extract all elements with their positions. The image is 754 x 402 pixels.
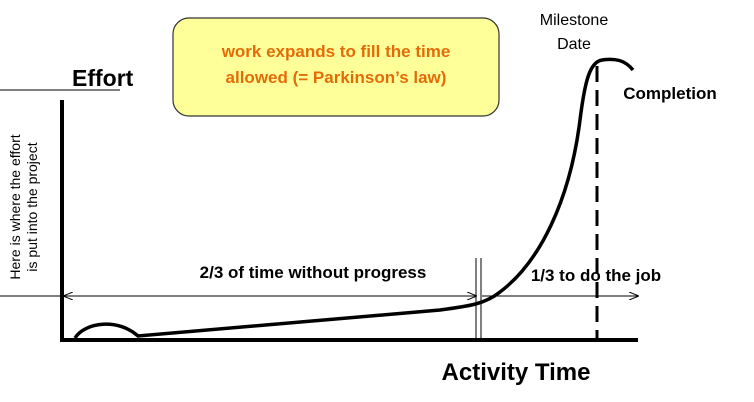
side-note: Here is where the effort is put into the…	[7, 134, 40, 279]
milestone-label: Date	[557, 36, 591, 53]
callout-line: work expands to fill the time	[221, 42, 451, 61]
y-axis-label: Effort	[72, 65, 134, 91]
phase-label: 1/3 to do the job	[531, 266, 661, 285]
milestone-label: Milestone	[540, 12, 609, 29]
callout-line: allowed (= Parkinson’s law)	[226, 68, 447, 87]
side-note-line: Here is where the effort	[7, 134, 23, 279]
effort-curve	[73, 57, 635, 340]
phase-label: 2/3 of time without progress	[200, 263, 427, 282]
callout-box	[172, 17, 500, 117]
x-axis-label: Activity Time	[442, 359, 591, 386]
side-note-line: is put into the project	[24, 142, 40, 271]
completion-label: Completion	[623, 84, 717, 103]
